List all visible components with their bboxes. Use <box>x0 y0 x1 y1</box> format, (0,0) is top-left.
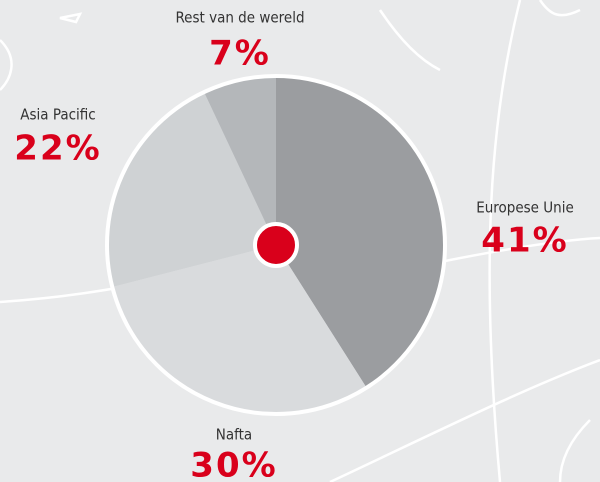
category-label: Nafta <box>216 426 252 444</box>
slice <box>112 245 367 414</box>
value-label: 7% <box>209 34 271 74</box>
pie <box>107 76 445 414</box>
center-dot <box>253 222 299 268</box>
slice <box>276 76 445 388</box>
value-label: 30% <box>190 446 277 482</box>
labels: Europese Unie 41% Nafta 30% Asia Pacific 22% R… <box>14 9 573 482</box>
category-label: Europese Unie <box>476 199 574 217</box>
value-label: 41% <box>481 221 568 261</box>
category-label: Rest van de wereld <box>175 9 304 27</box>
pie-rim <box>105 74 447 416</box>
slice <box>107 92 277 288</box>
slice <box>204 76 276 245</box>
value-label: 22% <box>14 129 101 169</box>
category-label: Asia Pacific <box>20 106 95 124</box>
